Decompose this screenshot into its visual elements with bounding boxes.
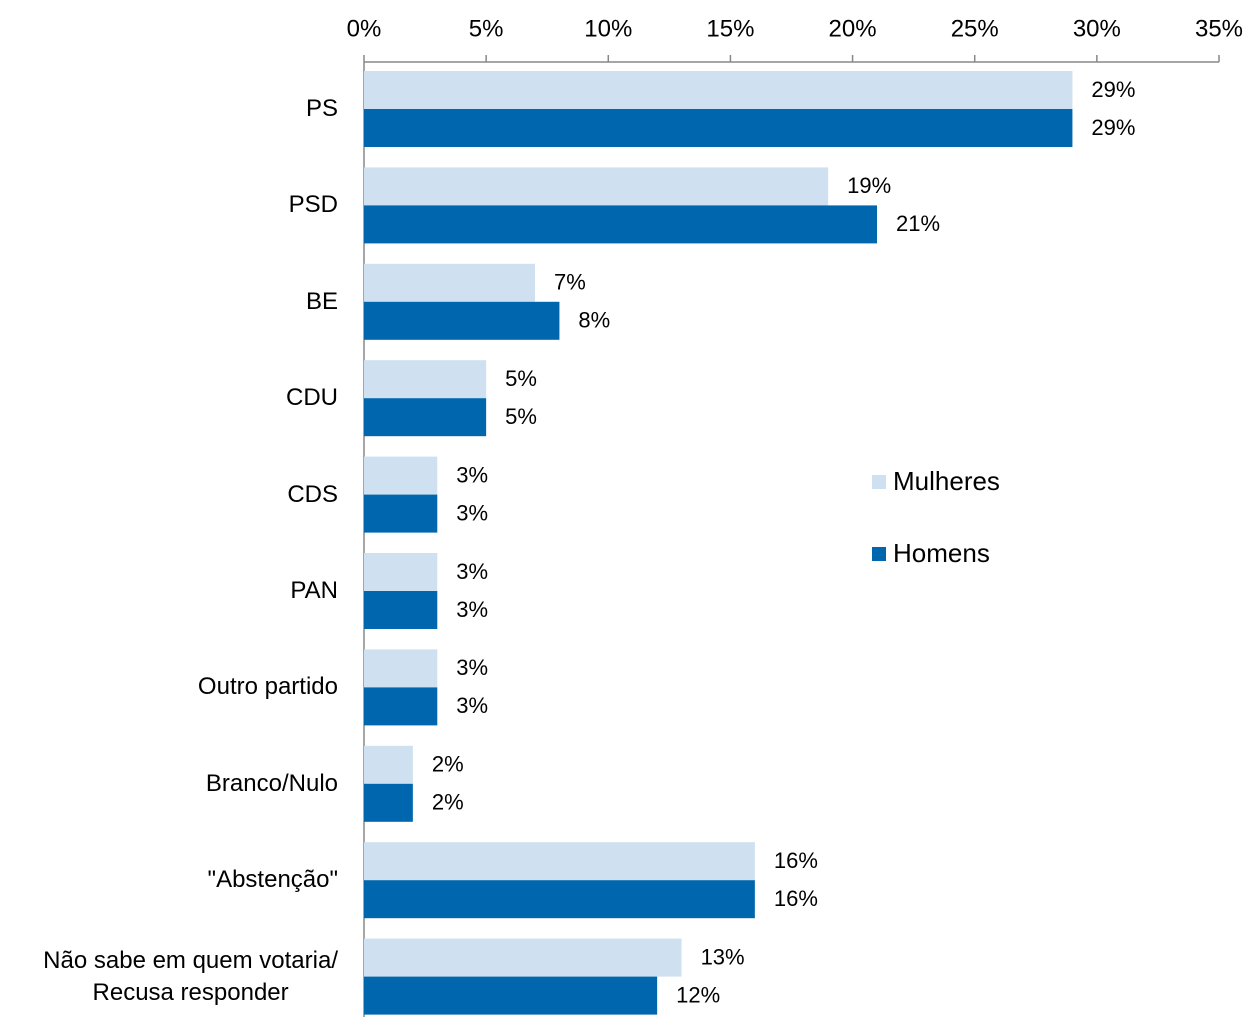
data-label: 5% <box>505 404 537 429</box>
y-tick-label: Branco/Nulo <box>205 769 338 797</box>
data-label: 21% <box>896 211 940 236</box>
data-label: 3% <box>456 500 488 525</box>
bar <box>364 398 487 437</box>
y-tick-label: PS <box>305 95 338 122</box>
bar <box>364 687 438 726</box>
y-tick-label: BE <box>305 287 338 315</box>
x-tick-label: 30% <box>1073 15 1121 42</box>
bar <box>364 745 413 784</box>
data-label: 29% <box>1091 115 1135 140</box>
data-label: 2% <box>432 752 464 777</box>
bar <box>364 553 438 591</box>
legend-label: Homens <box>893 538 990 568</box>
legend-swatch <box>872 547 886 561</box>
data-label: 3% <box>456 559 488 584</box>
bar <box>364 109 1073 147</box>
data-label: 13% <box>701 944 745 969</box>
y-tick-label: PSD <box>288 191 338 219</box>
bar <box>364 71 1073 109</box>
data-label: 5% <box>505 366 537 391</box>
bar <box>364 205 877 244</box>
x-tick-label: 20% <box>829 15 877 42</box>
x-tick-label: 5% <box>469 15 504 42</box>
bar <box>364 880 755 919</box>
bar <box>364 167 829 206</box>
x-tick-label: 35% <box>1195 15 1243 42</box>
data-label: 3% <box>456 597 488 622</box>
y-tick-label: PAN <box>290 577 338 604</box>
bar <box>364 783 413 822</box>
bar <box>364 842 755 881</box>
data-label: 3% <box>456 462 488 487</box>
x-tick-label: 15% <box>706 15 754 42</box>
data-label: 29% <box>1091 77 1135 102</box>
x-tick-label: 25% <box>951 15 999 42</box>
y-tick-label: Não sabe em quem votaria/ Recusa respond… <box>43 946 338 1006</box>
bar <box>364 649 438 688</box>
data-label: 16% <box>774 848 818 873</box>
data-label: 8% <box>578 308 610 333</box>
data-label: 16% <box>774 886 818 911</box>
data-label: 12% <box>676 982 720 1007</box>
bar <box>364 360 487 399</box>
legend-swatch <box>872 475 886 489</box>
bar <box>364 938 682 977</box>
x-tick-label: 10% <box>584 15 632 42</box>
data-label: 2% <box>432 790 464 815</box>
bar <box>364 494 438 533</box>
bar <box>364 456 438 495</box>
legend-label: Mulheres <box>893 466 1000 496</box>
y-tick-label: CDU <box>286 384 338 412</box>
y-tick-label: "Abstenção" <box>207 866 338 894</box>
data-label: 3% <box>456 655 488 680</box>
data-label: 7% <box>554 270 586 295</box>
data-label: 3% <box>456 693 488 718</box>
bar <box>364 976 658 1015</box>
bar <box>364 591 438 629</box>
y-tick-label: CDS <box>287 480 338 508</box>
bar <box>364 301 560 340</box>
data-label: 19% <box>847 173 891 198</box>
bar <box>364 263 535 302</box>
x-tick-label: 0% <box>347 15 382 42</box>
y-tick-label: Outro partido <box>197 673 338 701</box>
